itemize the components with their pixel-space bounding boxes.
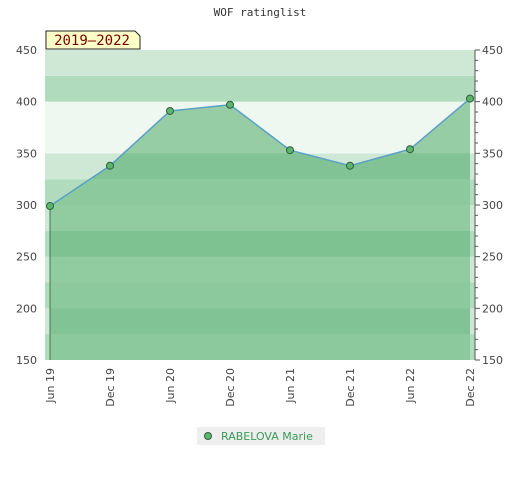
x-axis: Jun 19 Dec 19 Jun 20 Dec 20 Jun 21 Dec 21 Jun … — [44, 368, 477, 407]
y-tick-label-right: 350 — [482, 147, 503, 160]
period-badge: 2019–2022 — [45, 30, 141, 50]
data-point — [106, 161, 114, 170]
y-tick-label-left: 250 — [16, 251, 37, 264]
series-line — [49, 97, 471, 207]
area-band-shade — [50, 308, 470, 335]
period-badge-box — [45, 30, 141, 50]
chart-title: WOF ratinglist — [214, 6, 307, 19]
line-layer — [49, 97, 471, 360]
x-tick-label: Jun 19 — [44, 368, 57, 404]
x-tick-label: Jun 22 — [404, 368, 417, 404]
y-tick-label-right: 250 — [482, 251, 503, 264]
data-point — [226, 100, 234, 109]
data-point — [346, 161, 354, 170]
legend-marker — [204, 432, 212, 440]
x-tick-label: Dec 19 — [104, 368, 117, 407]
data-point — [406, 145, 414, 154]
y-tick-label-left: 200 — [16, 302, 37, 315]
y-tick-label-left: 450 — [16, 44, 37, 57]
legend-box — [197, 427, 325, 445]
y-tick-label-right: 200 — [482, 302, 503, 315]
data-point — [46, 202, 54, 211]
y-tick-label-right: 150 — [482, 354, 503, 367]
legend: RABELOVA Marie — [197, 427, 325, 445]
series-area — [50, 98, 470, 361]
area-band-shade — [50, 230, 470, 257]
background-band — [45, 75, 475, 102]
marker-layer — [46, 94, 474, 211]
right-y-axis: 150 200 250 300 350 400 450 — [474, 44, 503, 367]
period-badge-text: 2019–2022 — [54, 33, 130, 49]
background-band — [45, 101, 475, 128]
y-tick-label-right: 400 — [482, 96, 503, 109]
y-tick-label-left: 350 — [16, 147, 37, 160]
legend-label: RABELOVA Marie — [221, 430, 313, 443]
y-tick-label-left: 400 — [16, 96, 37, 109]
y-tick-label-left: 150 — [16, 354, 37, 367]
y-tick-label-right: 300 — [482, 199, 503, 212]
x-tick-label: Dec 22 — [464, 368, 477, 407]
background-band — [45, 50, 475, 76]
y-tick-label-left: 300 — [16, 199, 37, 212]
data-point — [166, 106, 174, 115]
x-tick-label: Dec 20 — [224, 368, 237, 407]
area-band-shade — [50, 153, 470, 180]
x-tick-label: Dec 21 — [344, 368, 357, 407]
area-layer — [50, 98, 470, 361]
x-tick-label: Jun 21 — [284, 368, 297, 404]
data-point — [286, 146, 294, 155]
y-tick-label-right: 450 — [482, 44, 503, 57]
x-tick-label: Jun 20 — [164, 368, 177, 404]
data-point — [466, 94, 474, 103]
left-y-axis: 150 200 250 300 350 400 450 — [16, 44, 37, 367]
